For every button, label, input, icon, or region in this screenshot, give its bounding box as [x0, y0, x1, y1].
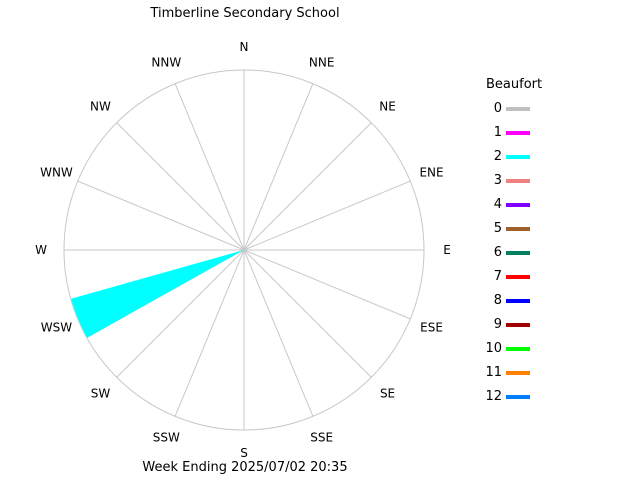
legend-label: 11: [485, 365, 502, 380]
legend-item: 4: [480, 195, 560, 219]
direction-label-nnw: NNW: [151, 55, 181, 69]
direction-label-nw: NW: [90, 99, 111, 113]
spoke-ssw: [174, 249, 245, 417]
legend-swatch: [506, 395, 530, 399]
legend-label: 4: [493, 197, 502, 212]
spoke-nw: [116, 122, 245, 251]
legend-swatch: [506, 107, 530, 111]
direction-label-e: E: [443, 243, 451, 257]
legend-label: 0: [493, 101, 502, 116]
legend-swatch: [506, 227, 530, 231]
legend-label: 12: [485, 389, 502, 404]
direction-labels: N NNE NE ENE E ESE SE SSE S SSW SW WSW W WNW NW NNW: [35, 40, 451, 460]
legend-swatch: [506, 203, 530, 207]
legend-item: 1: [480, 123, 560, 147]
legend-swatch: [506, 347, 530, 351]
direction-label-se: SE: [380, 387, 395, 401]
chart-footer: Week Ending 2025/07/02 20:35: [142, 460, 348, 475]
direction-label-wnw: WNW: [40, 165, 73, 179]
legend-label: 1: [493, 125, 502, 140]
direction-label-s: S: [240, 446, 248, 460]
legend-item: 2: [480, 147, 560, 171]
direction-label-sse: SSE: [310, 431, 333, 445]
legend-swatch: [506, 131, 530, 135]
legend-item: 10: [480, 339, 560, 363]
direction-label-nne: NNE: [309, 55, 335, 69]
direction-label-sw: SW: [91, 387, 111, 401]
frequency-wedges: [70, 250, 244, 338]
spoke-nnw: [174, 83, 245, 251]
legend-label: 6: [493, 245, 502, 260]
direction-label-ne: NE: [379, 99, 396, 113]
outer-ring: [63, 69, 425, 431]
direction-label-wsw: WSW: [41, 321, 72, 335]
direction-label-ene: ENE: [419, 165, 443, 179]
legend-item: 7: [480, 267, 560, 291]
legend-item: 8: [480, 291, 560, 315]
legend-item: 3: [480, 171, 560, 195]
spoke-sse: [243, 249, 314, 417]
legend-swatch: [506, 299, 530, 303]
legend-label: 10: [485, 341, 502, 356]
direction-label-n: N: [240, 40, 249, 54]
spoke-ese: [243, 249, 411, 320]
spoke-wnw: [77, 180, 245, 251]
spoke-nne: [243, 83, 314, 251]
direction-label-ese: ESE: [420, 321, 443, 335]
legend-label: 9: [493, 317, 502, 332]
legend-swatch: [506, 251, 530, 255]
legend-swatch: [506, 155, 530, 159]
legend-title: Beaufort: [486, 77, 543, 92]
legend-item: 6: [480, 243, 560, 267]
spoke-se: [243, 249, 372, 378]
spoke-sw: [116, 249, 245, 378]
legend-label: 5: [493, 221, 502, 236]
legend-label: 8: [493, 293, 502, 308]
legend-swatch: [506, 323, 530, 327]
wedge-wsw-beaufort-2: [70, 250, 244, 338]
legend-item: 11: [480, 363, 560, 387]
legend-item: 9: [480, 315, 560, 339]
legend-swatch: [506, 371, 530, 375]
legend-item: 5: [480, 219, 560, 243]
legend-item: 12: [480, 387, 560, 411]
direction-label-w: W: [35, 243, 47, 257]
spoke-ne: [243, 122, 372, 251]
direction-label-ssw: SSW: [153, 431, 180, 445]
legend-swatch: [506, 275, 530, 279]
legend-swatch: [506, 179, 530, 183]
legend-label: 2: [493, 149, 502, 164]
legend-label: 7: [493, 269, 502, 284]
legend-item: 0: [480, 99, 560, 123]
chart-title: Timberline Secondary School: [150, 6, 340, 21]
legend: 0 1 2 3 4 5 6 7 8 9 10 11 12: [480, 99, 560, 411]
legend-label: 3: [493, 173, 502, 188]
spoke-ene: [243, 180, 411, 251]
